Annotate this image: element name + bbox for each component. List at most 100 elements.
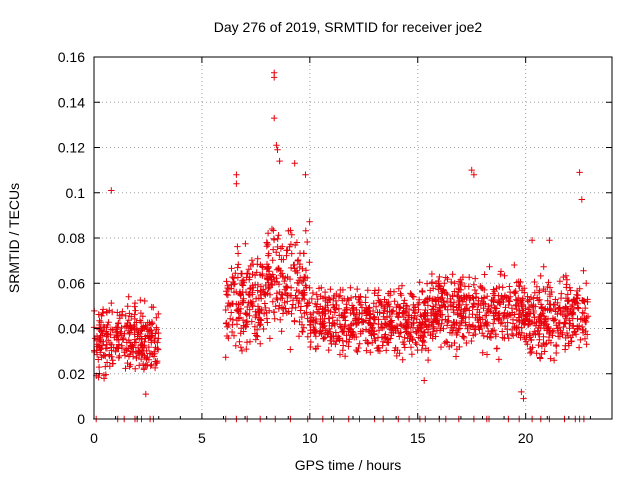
data-point: [569, 322, 576, 330]
data-point: [109, 326, 116, 334]
data-point: [540, 339, 547, 347]
data-point: [470, 281, 477, 288]
data-point: [269, 257, 276, 264]
data-point: [584, 313, 592, 320]
data-point: [524, 341, 531, 348]
data-point: [228, 309, 235, 316]
data-point: [552, 296, 559, 303]
data-point: [526, 316, 533, 324]
data-point: [273, 249, 280, 256]
data-point: [422, 345, 429, 352]
data-points: [90, 69, 592, 423]
data-point: [285, 308, 292, 315]
data-point: [132, 348, 140, 355]
data-point: [222, 306, 229, 314]
data-point: [469, 303, 477, 310]
data-point: [579, 309, 586, 316]
data-point: [401, 308, 409, 315]
data-point: [347, 331, 354, 339]
data-point: [463, 339, 470, 347]
data-point: [508, 305, 516, 312]
data-point: [528, 237, 536, 244]
data-point: [300, 324, 307, 331]
data-point: [123, 323, 130, 330]
data-point: [103, 309, 110, 316]
data-point: [413, 316, 420, 323]
data-point: [383, 339, 391, 346]
data-point: [350, 310, 358, 318]
data-point: [354, 348, 361, 355]
data-point: [132, 307, 139, 314]
data-point: [284, 247, 291, 254]
y-tick-label: 0.08: [58, 230, 85, 246]
data-point: [375, 316, 382, 323]
data-point: [230, 289, 238, 296]
data-point: [97, 338, 104, 345]
data-point: [300, 292, 307, 299]
data-point: [535, 331, 542, 338]
data-point: [453, 346, 461, 353]
data-point: [341, 310, 348, 317]
data-point: [479, 298, 487, 306]
data-point: [374, 309, 381, 316]
data-point: [374, 344, 382, 352]
data-point: [364, 287, 371, 294]
data-point: [253, 326, 261, 333]
data-point: [363, 308, 371, 315]
data-point: [129, 353, 137, 360]
data-point: [313, 291, 320, 298]
data-point: [430, 323, 437, 330]
data-point: [151, 337, 158, 345]
data-point: [396, 333, 403, 340]
data-point: [490, 312, 497, 319]
data-point: [576, 169, 583, 176]
data-point: [440, 325, 447, 332]
data-point: [313, 301, 321, 308]
data-point: [243, 339, 251, 346]
data-point: [233, 307, 241, 314]
data-point: [125, 293, 132, 300]
data-point: [151, 350, 158, 357]
data-point: [227, 315, 234, 322]
data-point: [545, 279, 552, 286]
data-point: [421, 329, 429, 336]
data-point: [469, 311, 476, 318]
data-point: [233, 171, 240, 178]
data-point: [512, 290, 519, 297]
data-point: [567, 287, 574, 294]
data-point: [103, 333, 110, 340]
data-point: [517, 334, 524, 341]
data-point: [257, 340, 264, 347]
data-point: [246, 285, 254, 293]
data-point: [294, 257, 301, 265]
data-point: [102, 345, 109, 352]
data-point: [363, 347, 370, 354]
data-point: [94, 343, 101, 350]
data-point: [308, 295, 315, 303]
data-point: [245, 290, 253, 298]
data-point: [312, 345, 319, 353]
data-point: [306, 321, 314, 329]
data-point: [319, 305, 326, 313]
data-point: [538, 350, 545, 358]
data-point: [492, 309, 499, 316]
data-point: [495, 315, 502, 322]
data-point: [239, 282, 247, 289]
data-point: [98, 312, 105, 320]
data-point: [434, 283, 442, 290]
data-point: [470, 301, 478, 308]
data-point: [538, 343, 546, 350]
data-point: [257, 261, 264, 268]
data-point: [234, 264, 241, 271]
data-point: [455, 304, 462, 311]
data-point: [571, 328, 578, 335]
x-tick-label: 20: [518, 430, 534, 446]
data-point: [233, 180, 240, 187]
data-point: [402, 302, 410, 309]
data-point: [432, 310, 439, 317]
data-point: [544, 297, 551, 304]
data-point: [263, 239, 270, 246]
data-point: [319, 318, 327, 325]
data-point: [145, 356, 153, 363]
data-point: [451, 280, 458, 287]
